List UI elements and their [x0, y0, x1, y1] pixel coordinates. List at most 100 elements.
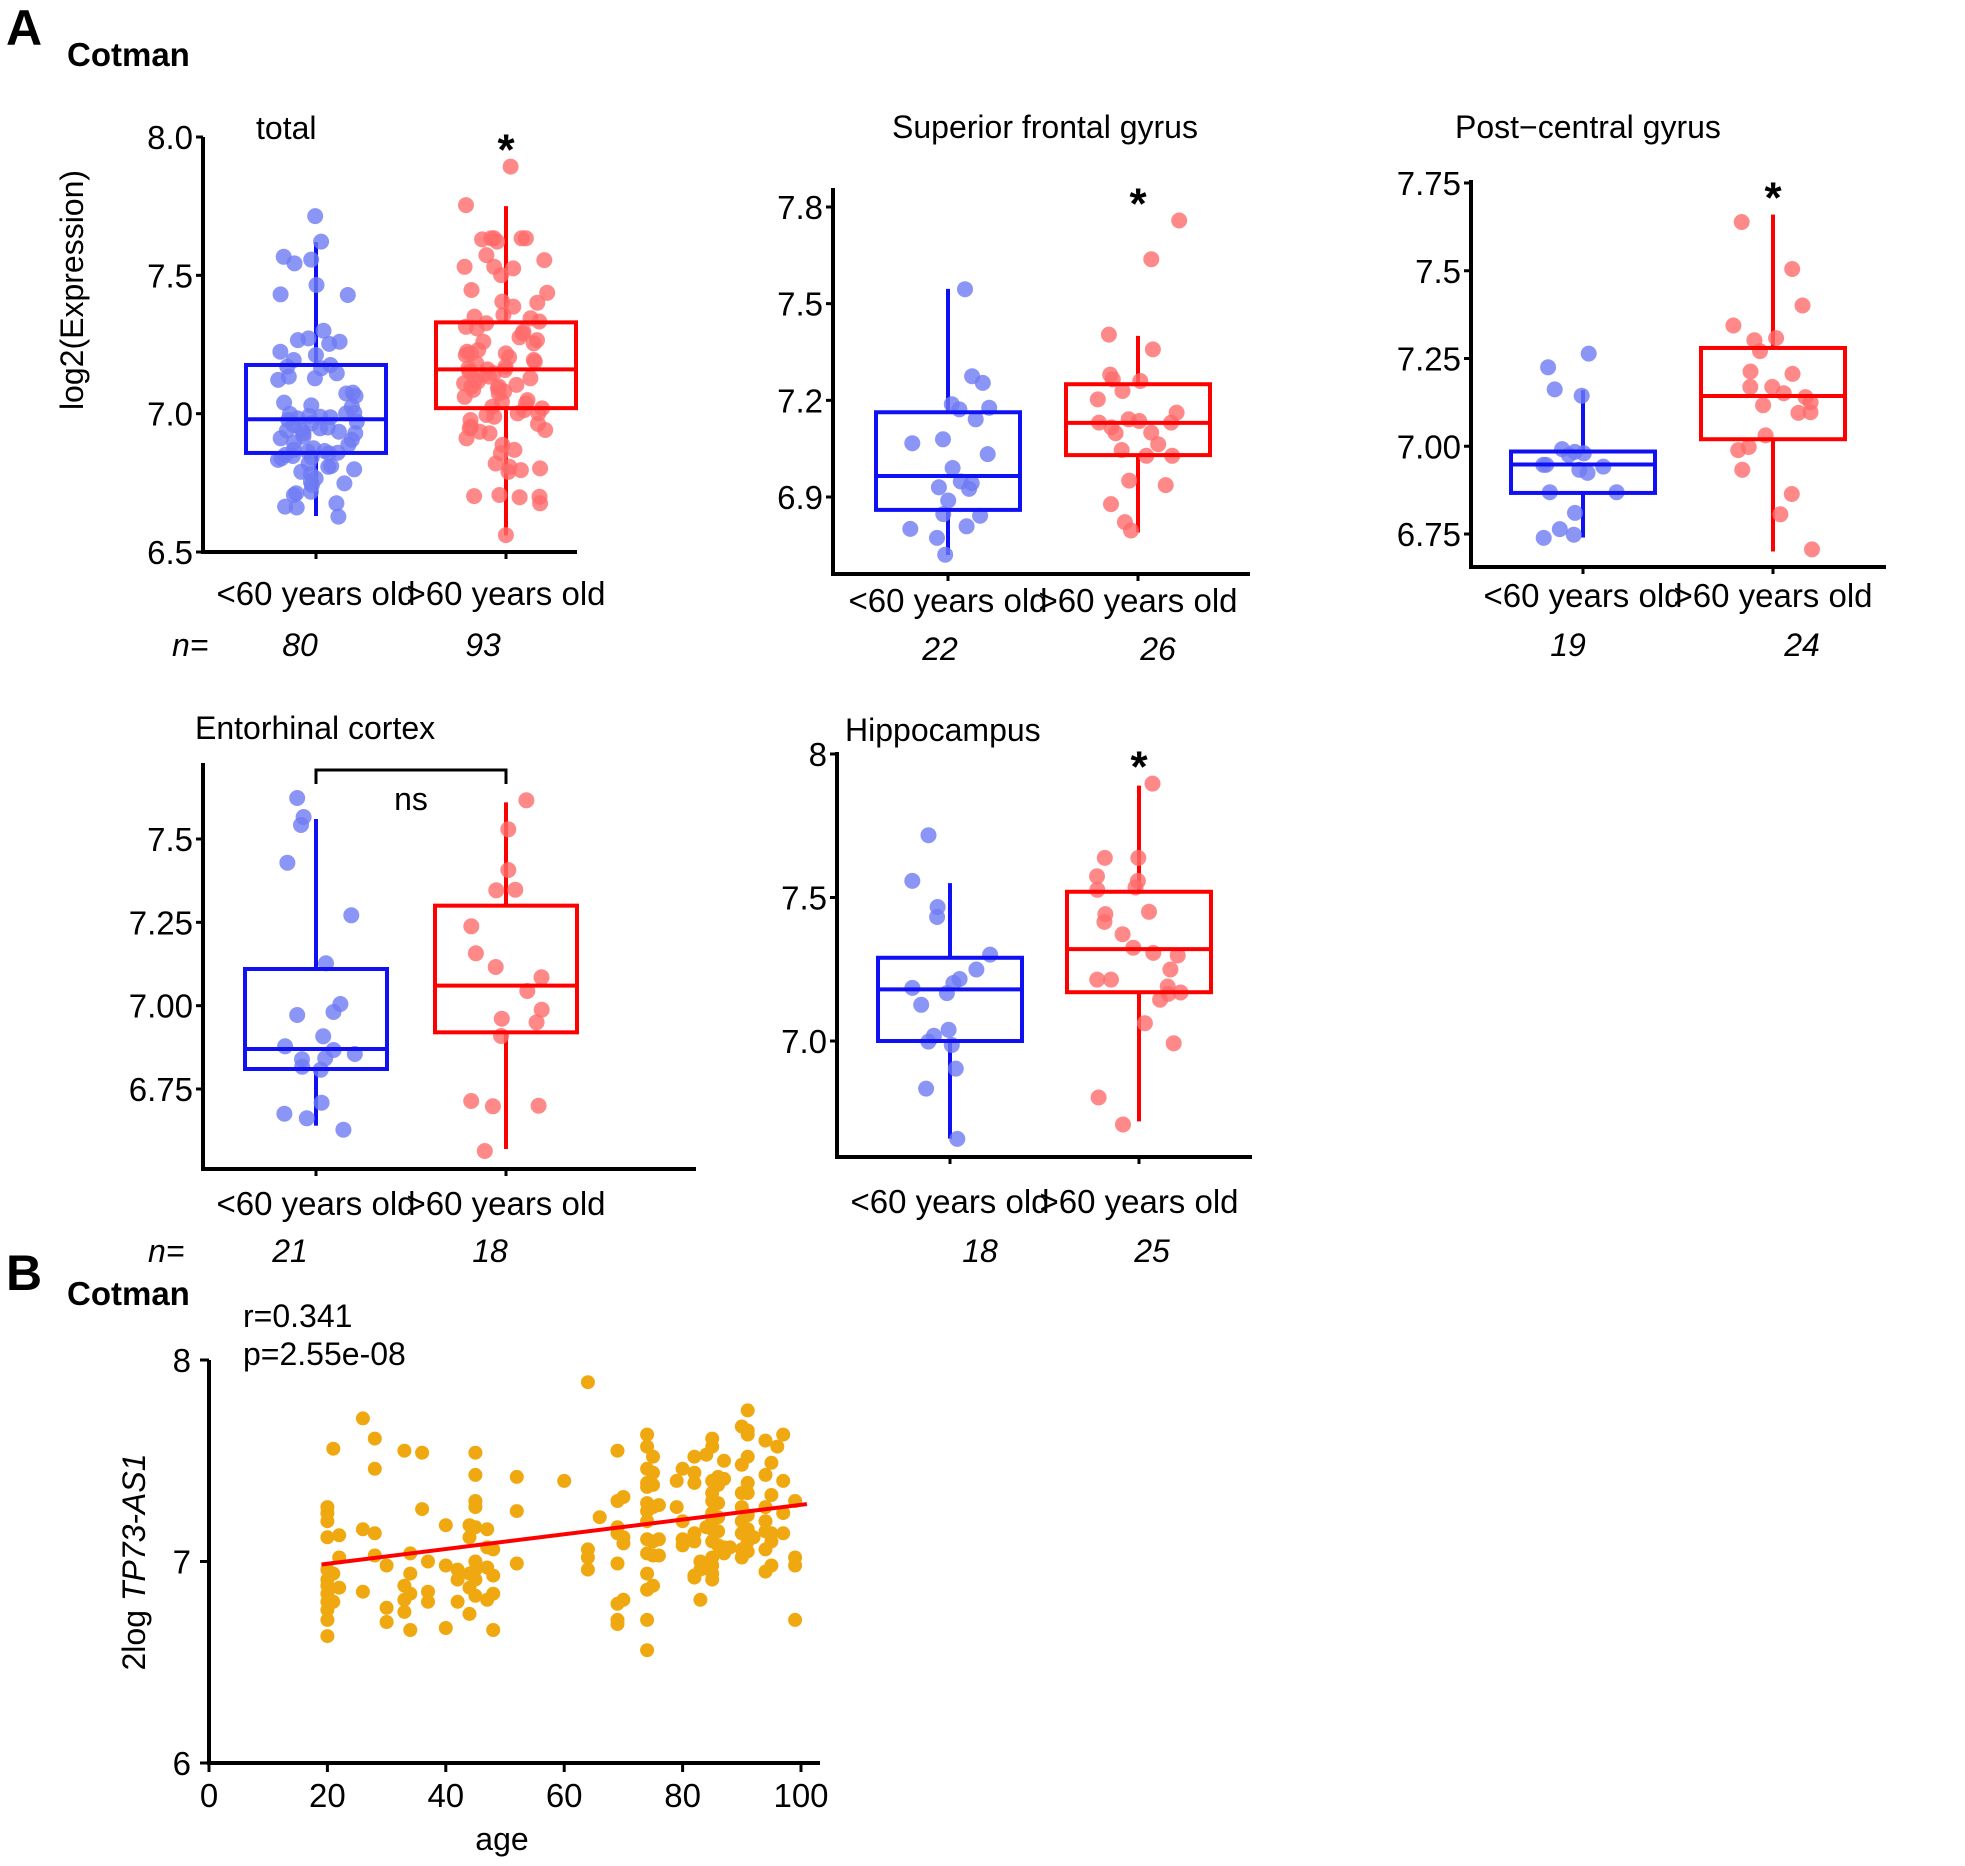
data-point: [1120, 411, 1137, 428]
data-point: [1171, 212, 1188, 229]
data-point: [277, 498, 294, 515]
data-point: [1535, 529, 1552, 546]
scatter-point: [687, 1449, 702, 1464]
y-tick-label: 7.25: [1397, 341, 1461, 378]
data-point: [270, 451, 286, 468]
scatter-point: [450, 1594, 465, 1609]
x-tick-label: 40: [427, 1777, 464, 1814]
panel-title: total: [256, 110, 316, 146]
data-point: [330, 508, 347, 525]
data-point: [456, 258, 473, 275]
data-point: [493, 267, 510, 284]
scatter-point: [675, 1461, 690, 1476]
data-point: [307, 208, 324, 225]
y-tick-label: 6.5: [147, 534, 193, 571]
data-point: [967, 411, 984, 428]
y-tick-label: 6.75: [129, 1071, 193, 1108]
x-category-label: >60 years old: [1039, 1183, 1238, 1220]
data-point: [1794, 297, 1811, 314]
n-prefix-label: n=: [172, 627, 208, 663]
scatter-point: [421, 1584, 435, 1599]
scatter-point: [740, 1544, 755, 1559]
data-point: [1169, 947, 1186, 964]
data-point: [346, 461, 363, 478]
data-point: [1089, 391, 1106, 408]
scatter-point: [480, 1522, 495, 1537]
data-point: [1551, 521, 1568, 538]
scatter-point: [776, 1506, 791, 1521]
data-point: [940, 1021, 957, 1038]
data-point: [286, 255, 303, 272]
data-point: [1103, 971, 1119, 988]
data-point: [1540, 359, 1557, 376]
data-point: [517, 230, 534, 247]
scatter-point: [646, 1578, 660, 1593]
boxplot-hippocampus: Hippocampus 8 7.5 7.0 <60 years old 18 >60 yea…: [781, 712, 1252, 1269]
data-point: [1573, 387, 1590, 404]
data-point: [1165, 1035, 1182, 1052]
data-point: [491, 487, 508, 503]
data-point: [1790, 404, 1807, 421]
iqr-box: [1065, 889, 1213, 995]
y-tick-label: 7.75: [1397, 165, 1461, 202]
scatter-point: [646, 1449, 660, 1464]
scatter-point: [468, 1467, 483, 1482]
y-tick-label: 7.5: [1415, 253, 1461, 290]
data-point: [1733, 214, 1750, 230]
data-point: [489, 233, 506, 250]
scatter-point: [705, 1439, 720, 1454]
data-point: [963, 475, 980, 492]
sample-size-label: 18: [472, 1233, 508, 1269]
sample-size-label: 24: [1783, 627, 1820, 663]
scatter-point: [740, 1486, 755, 1500]
scatter-point: [403, 1566, 418, 1581]
data-point: [313, 1094, 330, 1111]
data-point: [1152, 991, 1169, 1008]
y-axis-label-prefix: 2log: [116, 1601, 152, 1670]
iqr-box: [874, 410, 1022, 512]
scatter-point: [379, 1615, 394, 1629]
data-point: [904, 435, 921, 452]
scatter-point: [764, 1488, 779, 1502]
data-point: [315, 322, 332, 339]
scatter-point: [764, 1455, 779, 1470]
data-point: [321, 335, 338, 352]
data-point: [951, 401, 968, 418]
iqr-box: [434, 320, 578, 411]
iqr-box: [244, 362, 388, 455]
data-point: [493, 1010, 510, 1027]
data-point: [929, 909, 946, 925]
data-point: [500, 821, 517, 838]
data-point: [1121, 472, 1138, 489]
data-point: [532, 460, 549, 477]
scatter-point: [468, 1562, 483, 1577]
data-point: [336, 475, 353, 492]
data-point: [958, 518, 975, 535]
significance-label: ns: [394, 781, 428, 817]
x-tick-label: 80: [664, 1777, 701, 1814]
data-point: [522, 370, 539, 387]
data-point: [288, 499, 305, 516]
data-point: [343, 907, 360, 924]
data-point: [1103, 496, 1119, 513]
data-point: [467, 945, 484, 962]
scatter-point: [788, 1558, 803, 1573]
x-axis-label: age: [475, 1821, 528, 1857]
data-point: [463, 282, 480, 298]
data-point: [476, 1143, 493, 1159]
scatter-age-correlation: 8 7 60 20 40 60 80 100 age 2log TP73-AS1 r=0.341p=…: [116, 1298, 829, 1857]
x-tick-label: 20: [309, 1777, 346, 1814]
y-tick-label: 8: [173, 1342, 191, 1379]
data-point: [930, 479, 947, 496]
data-point: [502, 158, 519, 175]
data-point: [1775, 385, 1792, 402]
data-point: [1565, 526, 1582, 543]
data-point: [307, 347, 324, 363]
scatter-point: [450, 1572, 465, 1587]
iqr-box: [433, 903, 579, 1035]
data-point: [1567, 504, 1583, 521]
iqr-box: [1064, 382, 1212, 458]
scatter-point: [610, 1443, 625, 1458]
data-point: [918, 1080, 935, 1097]
